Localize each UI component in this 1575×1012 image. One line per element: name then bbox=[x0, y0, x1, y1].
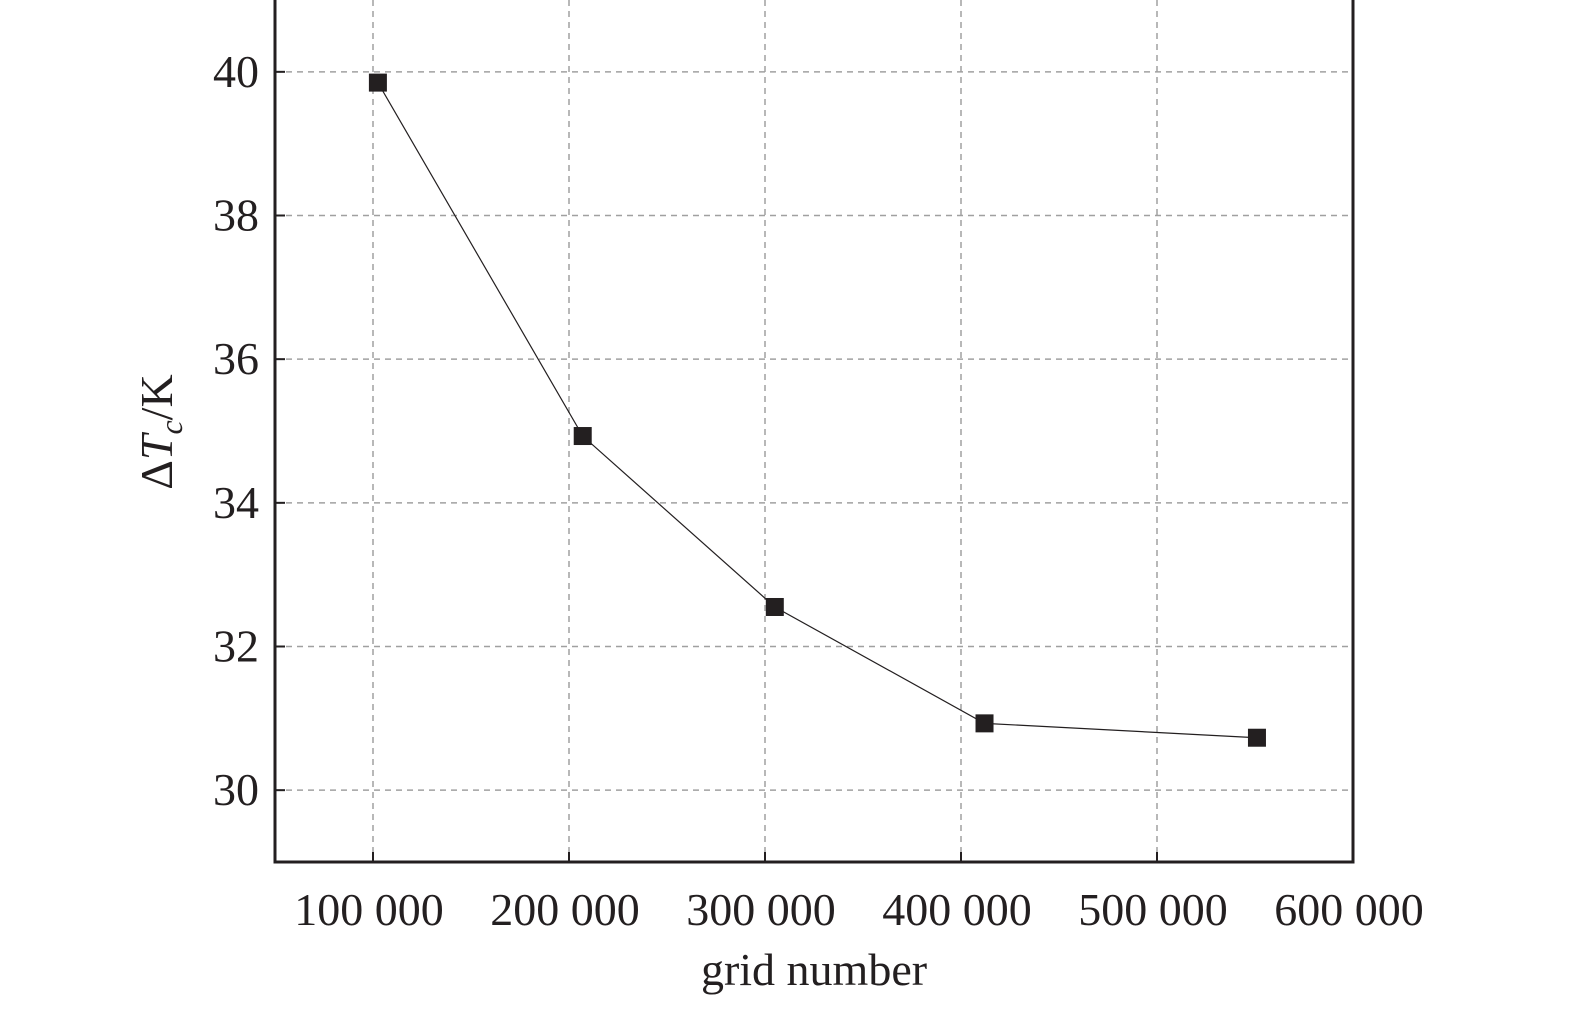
y-tick-label: 34 bbox=[213, 477, 259, 528]
y-axis-title-var: T bbox=[131, 431, 182, 460]
x-tick-label: 300 000 bbox=[686, 884, 836, 935]
data-point-marker bbox=[975, 714, 994, 733]
data-point-marker bbox=[1247, 728, 1266, 747]
x-tick-label: 500 000 bbox=[1078, 884, 1228, 935]
series-line bbox=[377, 82, 1257, 739]
series-layer bbox=[368, 73, 1266, 747]
y-tick-label: 36 bbox=[213, 333, 259, 384]
data-point-marker bbox=[368, 73, 387, 92]
y-axis-title-subscript: c bbox=[153, 420, 189, 434]
grid-lines bbox=[275, 0, 1353, 862]
plot-frame bbox=[273, 0, 1355, 864]
x-tick-label: 100 000 bbox=[294, 884, 444, 935]
x-tick-label: 400 000 bbox=[882, 884, 1032, 935]
tick-marks bbox=[275, 70, 1158, 862]
y-axis-title-unit: /K bbox=[131, 374, 182, 420]
y-tick-label: 38 bbox=[213, 190, 259, 241]
x-tick-label: 600 000 bbox=[1274, 884, 1424, 935]
y-tick-label: 40 bbox=[213, 46, 259, 97]
y-axis-title-delta: Δ bbox=[131, 460, 182, 490]
y-axis-title: ΔTc/K bbox=[131, 374, 189, 489]
y-tick-label: 32 bbox=[213, 621, 259, 672]
data-point-marker bbox=[765, 597, 784, 616]
data-point-marker bbox=[573, 427, 592, 446]
x-axis-title: grid number bbox=[701, 944, 927, 995]
x-tick-label: 200 000 bbox=[490, 884, 640, 935]
tick-labels: 30 32 34 36 38 40 100 000 200 000 300 000 400 000… bbox=[213, 46, 1424, 935]
y-tick-label: 30 bbox=[213, 764, 259, 815]
